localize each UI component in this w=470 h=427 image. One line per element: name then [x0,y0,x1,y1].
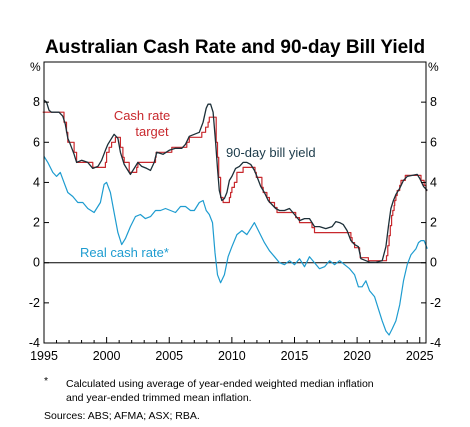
cash-rate-label-line2: target [135,124,169,139]
x-tick-label: 2025 [406,349,434,363]
tick-layer: -4 -4 -2 -2 0 0 2 2 4 4 6 6 8 8 1995 2000 2005 2010 2015 20… [29,95,441,363]
y-tick-label-left: -2 [29,296,40,310]
y-tick-label-right: 4 [430,175,437,189]
series-line-real-cash-rate [43,155,428,336]
x-tick-label: 2005 [155,349,183,363]
y-tick-label-left: 4 [33,175,40,189]
y-tick-label-left: 2 [33,216,40,230]
x-tick-label: 1995 [30,349,58,363]
y-tick-label-right: 6 [430,135,437,149]
y-tick-label-left: 8 [33,95,40,109]
series-line-cash-rate-target [42,111,428,262]
chart-title: Australian Cash Rate and 90-day Bill Yie… [45,37,425,58]
y-tick-label-right: -4 [430,336,441,350]
y-tick-label-right: 8 [430,95,437,109]
footnote-line1: Calculated using average of year-ended w… [66,378,374,390]
y-tick-label-right: 0 [430,256,437,270]
x-tick-label: 2020 [343,349,371,363]
series-line-90-day-bill-yield [43,99,428,263]
plot-frame [43,61,427,344]
left-unit-label: % [30,60,41,74]
y-tick-label-right: 2 [430,216,437,230]
sources-note: Sources: ABS; AFMA; ASX; RBA. [44,410,200,422]
footnote-line2: and year-ended trimmed mean inflation. [66,392,252,404]
y-tick-label-left: -4 [29,336,40,350]
cash-rate-label-line1: Cash rate [114,108,170,123]
x-tick-label: 2000 [93,349,121,363]
x-tick-label: 2015 [281,349,309,363]
x-tick-label: 2010 [218,349,246,363]
right-unit-label: % [428,60,439,74]
real-rate-label: Real cash rate* [80,245,169,260]
series-layer [42,99,428,336]
bill-yield-label: 90-day bill yield [226,145,316,160]
footnote-marker: * [44,375,49,387]
y-tick-label-left: 0 [33,256,40,270]
y-tick-label-right: -2 [430,296,441,310]
y-tick-label-left: 6 [33,135,40,149]
